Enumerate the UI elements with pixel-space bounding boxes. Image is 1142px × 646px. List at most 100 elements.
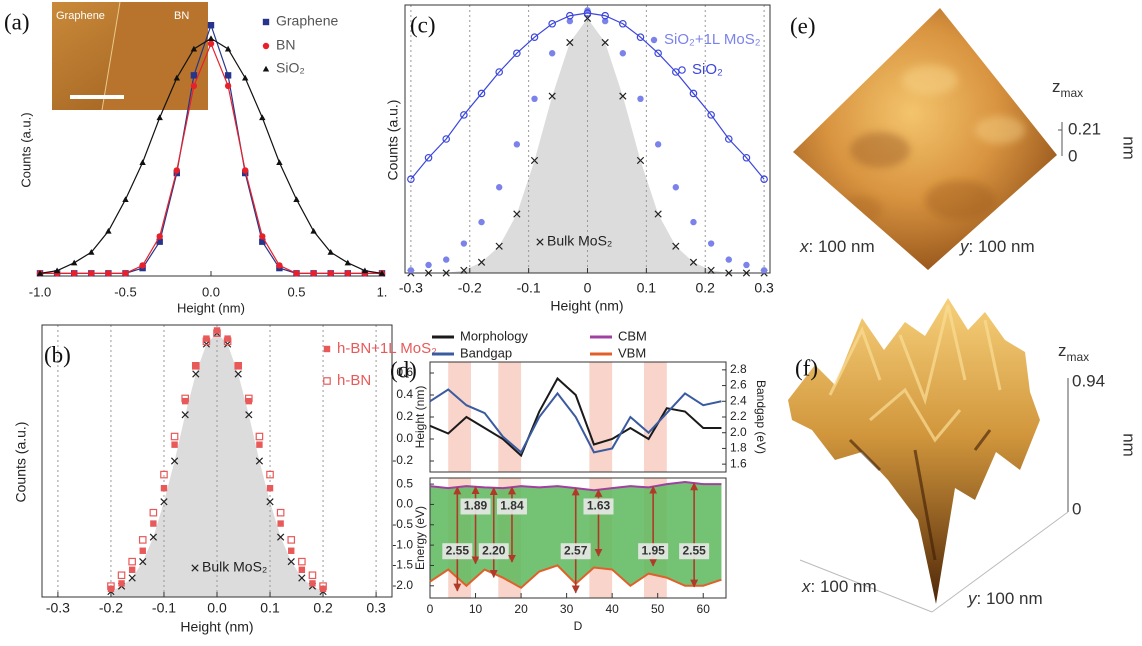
x-tick-label: 0.0 [207,600,227,616]
data-point [256,441,262,447]
highlight-band [498,362,521,472]
x-tick-label: -0.1 [517,280,541,296]
gap-label: 2.55 [682,543,706,557]
y-extent: y: 100 nm [967,589,1043,608]
data-point [122,270,128,276]
data-point [288,548,294,554]
data-point [408,267,414,273]
x-tick-label: -0.5 [114,284,136,299]
data-point [105,228,111,234]
data-point [276,262,282,268]
legend-marker [263,19,269,25]
chart-panel: -0.3-0.2-0.100.10.20.3Bulk MoS₂SiO₂+1L M… [385,5,774,314]
gap-label: 1.95 [641,543,665,557]
scale-bar [70,95,124,99]
data-point [157,233,163,239]
y-extent: y: 100 nm [959,237,1035,256]
data-point [139,159,145,165]
data-point [225,46,231,52]
data-point [620,50,626,56]
legend-label: CBM [618,328,647,343]
x-tick-label: 50 [651,602,665,616]
legend-label: SiO₂ [692,61,723,78]
y-axis-label: Counts (a.u.) [13,422,29,503]
legend-label: h-BN [337,372,371,389]
legend-marker [263,43,269,49]
y-tick-label: -0.2 [392,453,413,467]
z-label: zmax [1058,341,1089,364]
panel-label: (f) [795,355,818,380]
data-point [655,141,661,147]
y2-axis-label: Bandgap (eV) [754,380,768,454]
legend-label: VBM [618,345,646,360]
y-axis-label: Counts (a.u.) [385,100,401,181]
z-bottom: 0 [1072,499,1081,518]
data-point [461,240,467,246]
data-point [259,233,265,239]
y-axis-label: Counts (a.u.) [18,112,33,187]
data-point [150,520,156,526]
chart-panel: -0.20.00.20.40.61.61.82.02.22.42.62.8Mor… [390,328,768,472]
data-point [690,219,696,225]
x-extent: x: 100 nm [801,577,877,596]
panel-label: (e) [790,13,816,38]
data-point [309,580,315,586]
data-point [242,75,248,81]
data-point [191,72,197,78]
data-point [549,50,555,56]
legend-marker [324,346,330,352]
x-tick-label: 20 [514,602,528,616]
y2-tick-label: 1.6 [730,456,747,470]
legend-label: Bandgap [460,345,512,360]
z-symbol: z [1058,341,1067,360]
data-point [673,184,679,190]
gap-label: 1.89 [464,499,488,513]
x-tick-label: 0.1 [637,280,657,296]
data-point [276,159,282,165]
data-point [478,219,484,225]
y-tick-label: -0.5 [392,517,413,531]
data-point [267,485,273,491]
afm-panel-f: (f) zmax 0.94 0 nm x: 100 nm y: 100 nm [788,298,1139,612]
data-point [140,537,146,543]
z-subscript: max [1061,86,1084,100]
series-label: Bulk MoS₂ [202,559,267,575]
z-symbol: z [1052,77,1061,96]
data-point [191,83,197,89]
data-point [293,270,299,276]
plot-frame [430,362,726,472]
data-point [277,509,283,515]
data-point [235,363,241,369]
data-point [531,96,537,102]
legend-label: h-BN+1L MoS₂ [337,340,437,357]
y2-tick-label: 2.0 [730,425,747,439]
legend-marker [263,66,269,72]
z-unit: nm [1120,433,1139,457]
data-point [310,270,316,276]
x-tick-label: 0.2 [313,600,333,616]
x-extent: x: 100 nm [799,237,875,256]
data-point [310,228,316,234]
legend-label: Morphology [460,328,528,343]
data-point [171,441,177,447]
data-point [118,580,124,586]
data-point [743,262,749,268]
inset-label: BN [174,10,189,22]
data-point [277,520,283,526]
x-tick-label: -0.3 [399,280,423,296]
y-tick-label: 0.2 [396,409,413,423]
data-point [129,558,135,564]
data-point [150,509,156,515]
z-bottom: 0 [1068,146,1077,165]
gap-label: 1.63 [587,499,611,513]
y2-tick-label: 2.4 [730,393,747,407]
data-point [328,270,334,276]
y-tick-label: -1.5 [392,558,413,572]
data-point [637,96,643,102]
y-tick-label: 0.4 [396,387,413,401]
z-top: 0.94 [1072,371,1105,390]
data-point [761,267,767,273]
x-axis-label: D [574,619,583,633]
legend-label: SiO₂ [276,60,305,76]
panel-label: (d) [390,357,417,382]
